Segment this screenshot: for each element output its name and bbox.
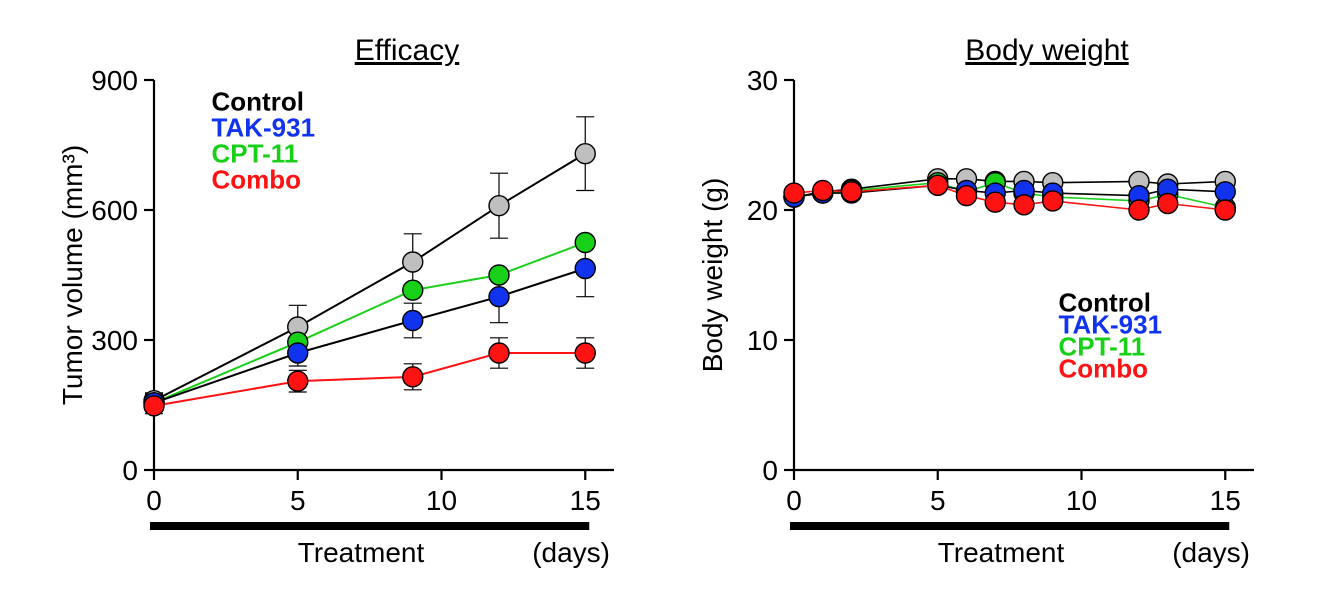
marker-combo: [928, 175, 948, 195]
efficacy-panel: Efficacy 0 300 600 900 0 5 10 15 Tumor volume (mm…: [44, 20, 644, 580]
marker-tak931: [1215, 182, 1235, 202]
x-tick-label: 15: [1210, 485, 1241, 516]
marker-combo: [813, 181, 833, 201]
y-tick-label: 10: [747, 325, 778, 356]
x-tick-label: 0: [786, 485, 802, 516]
y-tick-label: 300: [91, 325, 138, 356]
figure-container: Efficacy0300600900051015Tumor volume (mm…: [20, 20, 1308, 580]
y-tick-label: 0: [762, 455, 778, 486]
bodyweight-chart: Body weight 0 10 20 30 0 5 10 15 Body weight (g) T…: [684, 20, 1284, 580]
y-tick-label: 0: [122, 455, 138, 486]
marker-cpt11: [489, 265, 509, 285]
marker-combo: [288, 371, 308, 391]
marker-combo: [1129, 200, 1149, 220]
x-axis-label: Treatment: [938, 537, 1065, 568]
marker-combo: [1158, 194, 1178, 214]
marker-combo: [842, 182, 862, 202]
marker-cpt11: [403, 280, 423, 300]
chart-title: Efficacy: [355, 34, 460, 67]
legend-combo: Combo: [1059, 354, 1149, 384]
marker-tak931: [489, 287, 509, 307]
treatment-bar: [790, 522, 1229, 530]
marker-control: [489, 196, 509, 216]
marker-combo: [575, 343, 595, 363]
marker-combo: [144, 396, 164, 416]
marker-control: [403, 252, 423, 272]
y-tick-label: 900: [91, 65, 138, 96]
marker-control: [575, 144, 595, 164]
x-axis-label-suffix: (days): [532, 537, 610, 568]
marker-tak931: [403, 311, 423, 331]
legend-combo: Combo: [212, 164, 302, 194]
x-axis-label-suffix: (days): [1172, 537, 1250, 568]
x-tick-label: 5: [290, 485, 306, 516]
x-tick-label: 5: [930, 485, 946, 516]
y-tick-label: 600: [91, 195, 138, 226]
y-axis-label: Tumor volume (mm³): [57, 145, 88, 405]
efficacy-chart: Efficacy 0 300 600 900 0 5 10 15 Tumor volume (mm…: [44, 20, 644, 580]
marker-combo: [1014, 195, 1034, 215]
marker-tak931: [288, 343, 308, 363]
marker-combo: [403, 367, 423, 387]
x-tick-label: 0: [146, 485, 162, 516]
y-tick-label: 30: [747, 65, 778, 96]
x-tick-label: 10: [426, 485, 457, 516]
chart-title: Body weight: [965, 34, 1129, 67]
marker-combo: [1043, 191, 1063, 211]
y-axis-label: Body weight (g): [697, 178, 728, 373]
marker-tak931: [575, 259, 595, 279]
marker-combo: [957, 186, 977, 206]
line-tak931: [154, 269, 585, 403]
marker-cpt11: [575, 233, 595, 253]
y-tick-label: 20: [747, 195, 778, 226]
x-axis-label: Treatment: [298, 537, 425, 568]
marker-combo: [1215, 200, 1235, 220]
bodyweight-panel: Body weight 0 10 20 30 0 5 10 15 Body weight (g) T…: [684, 20, 1284, 580]
treatment-bar: [150, 522, 589, 530]
marker-combo: [784, 183, 804, 203]
marker-combo: [489, 343, 509, 363]
x-tick-label: 15: [570, 485, 601, 516]
marker-combo: [985, 192, 1005, 212]
x-tick-label: 10: [1066, 485, 1097, 516]
